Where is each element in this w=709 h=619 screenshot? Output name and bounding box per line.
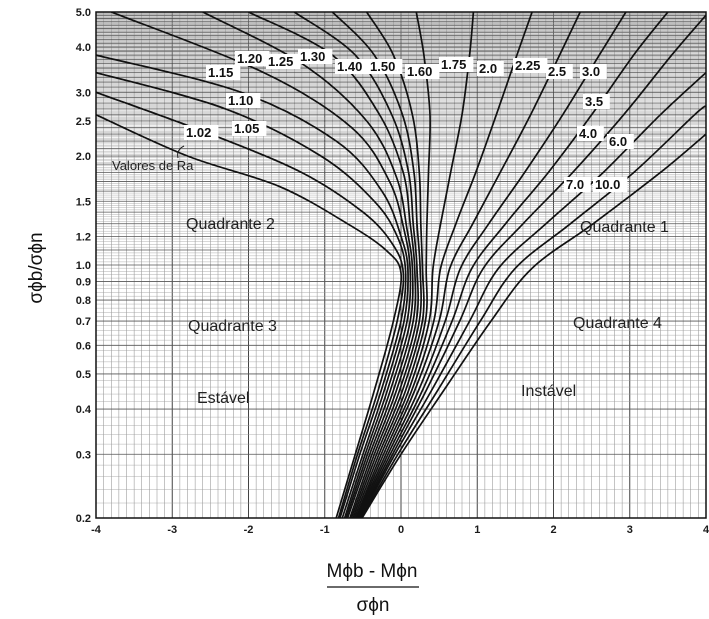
quadrant-4-label: Quadrante 4: [573, 315, 662, 332]
y-axis-label: σϕb/σϕn: [26, 232, 47, 303]
curve-label-1.75: 1.75: [441, 57, 466, 72]
curve-label-backing: [583, 94, 610, 109]
curve-label-3.0: 3.0: [582, 64, 600, 79]
y-tick-label: 3.0: [76, 87, 91, 99]
quadrant-3-label: Quadrante 3: [188, 318, 277, 335]
curve-label-backing: [235, 51, 270, 66]
curve-ra-1.75: [353, 12, 432, 518]
curve-ra-1.02: [96, 114, 403, 518]
curve-label-1.40: 1.40: [337, 59, 362, 74]
y-tick-label: 1.5: [76, 196, 91, 208]
y-tick-label: 0.8: [76, 295, 91, 307]
curve-label-backing: [577, 126, 604, 141]
curve-ra-2.25: [356, 12, 533, 518]
y-tick-label: 1.2: [76, 231, 91, 243]
curve-ra-1.20: [110, 12, 412, 518]
curve-ra-1.40: [293, 12, 419, 518]
curve-ra-1.10: [96, 71, 407, 518]
curve-ra-3.5: [358, 12, 669, 518]
y-tick-label: 2.5: [76, 116, 91, 128]
ra-pointer-arrow: [177, 145, 185, 159]
curve-label-1.25: 1.25: [268, 54, 293, 69]
curve-ra-1.50: [331, 12, 422, 518]
curve-label-4.0: 4.0: [579, 126, 597, 141]
curve-label-1.50: 1.50: [370, 59, 395, 74]
curve-label-backing: [439, 57, 474, 72]
curve-label-backing: [206, 65, 241, 80]
curve-ra-7.0: [360, 105, 706, 518]
quadrant-2-label: Quadrante 2: [186, 216, 275, 233]
x-axis-label-denominator: σϕn: [357, 595, 390, 616]
curve-label-backing: [226, 93, 261, 108]
curve-label-1.30: 1.30: [300, 49, 325, 64]
curve-label-backing: [477, 61, 504, 76]
y-tick-label: 5.0: [76, 7, 91, 19]
y-tick-label: 0.4: [76, 404, 92, 416]
curve-label-1.15: 1.15: [208, 65, 233, 80]
curve-label-backing: [298, 49, 333, 64]
curve-label-backing: [405, 64, 440, 79]
plot-frame: [95, 11, 707, 519]
x-tick-label: -3: [167, 524, 177, 536]
curve-ra-4.0: [359, 14, 706, 518]
curve-label-backing: [266, 54, 301, 69]
curve-label-2.5: 2.5: [548, 64, 566, 79]
curve-label-backing: [513, 58, 548, 73]
unstable-label: Instável: [521, 383, 576, 400]
curve-label-1.05: 1.05: [234, 121, 259, 136]
curve-label-1.02: 1.02: [186, 125, 211, 140]
curve-label-6.0: 6.0: [609, 134, 627, 149]
curve-label-backing: [564, 177, 591, 192]
x-tick-label: 0: [398, 524, 404, 536]
x-tick-label: -4: [91, 524, 102, 536]
curve-ra-1.05: [96, 91, 405, 518]
curve-group: [96, 12, 706, 518]
y-tick-label: 0.3: [76, 449, 91, 461]
y-tick-label: 1.0: [76, 260, 91, 272]
curve-label-backing: [580, 64, 607, 79]
x-tick-label: 3: [627, 524, 633, 536]
curve-label-2.0: 2.0: [479, 61, 497, 76]
x-tick-label: 4: [703, 524, 709, 536]
curve-label-3.5: 3.5: [585, 94, 603, 109]
curve-labels: 1.02 1.05 1.10 1.15 1.20 1.25 1.30 1.40 1.50 1.60…: [184, 49, 634, 192]
quadrant-1-label: Quadrante 1: [580, 219, 669, 236]
stable-label: Estável: [197, 390, 249, 407]
curve-label-backing: [607, 134, 634, 149]
curve-label-backing: [232, 121, 267, 136]
curve-label-1.20: 1.20: [237, 51, 262, 66]
x-axis-label-numerator: Mϕb - Mϕn: [327, 561, 418, 582]
curve-label-backing: [593, 177, 628, 192]
y-tick-label: 4.0: [76, 42, 91, 54]
curve-label-backing: [335, 59, 370, 74]
y-tick-label: 0.2: [76, 513, 91, 525]
y-tick-label: 0.5: [76, 369, 91, 381]
curve-ra-10.0: [361, 133, 706, 518]
curve-label-10.0: 10.0: [595, 177, 620, 192]
y-tick-label: 0.6: [76, 340, 91, 352]
x-tick-label: 1: [474, 524, 480, 536]
y-tick-label: 0.9: [76, 277, 91, 289]
y-tick-label: 2.0: [76, 151, 91, 163]
curve-label-1.10: 1.10: [228, 93, 253, 108]
curve-label-backing: [368, 59, 403, 74]
tick-labels: -4 -3 -2 -1 0 1 2 3 4 5.0 4.0 3.0 2.5 2.0 1.5 1.2 1.0 0.9…: [76, 7, 709, 536]
curve-ra-3.0: [357, 12, 627, 518]
curve-ra-2.5: [356, 12, 581, 518]
curve-ra-6.0: [359, 71, 706, 518]
x-tick-label: -1: [320, 524, 330, 536]
curve-label-backing: [546, 64, 573, 79]
x-tick-label: 2: [550, 524, 556, 536]
curve-label-2.25: 2.25: [515, 58, 540, 73]
curve-ra-2.0: [355, 12, 475, 518]
y-tick-label: 0.7: [76, 316, 91, 328]
curve-ra-1.60: [352, 12, 425, 518]
x-tick-label: -2: [244, 524, 254, 536]
ra-values-label: Valores de Ra: [112, 158, 194, 173]
curve-label-backing: [184, 125, 219, 140]
curve-ra-1.25: [202, 12, 414, 518]
curve-label-1.60: 1.60: [407, 64, 432, 79]
curve-label-7.0: 7.0: [566, 177, 584, 192]
